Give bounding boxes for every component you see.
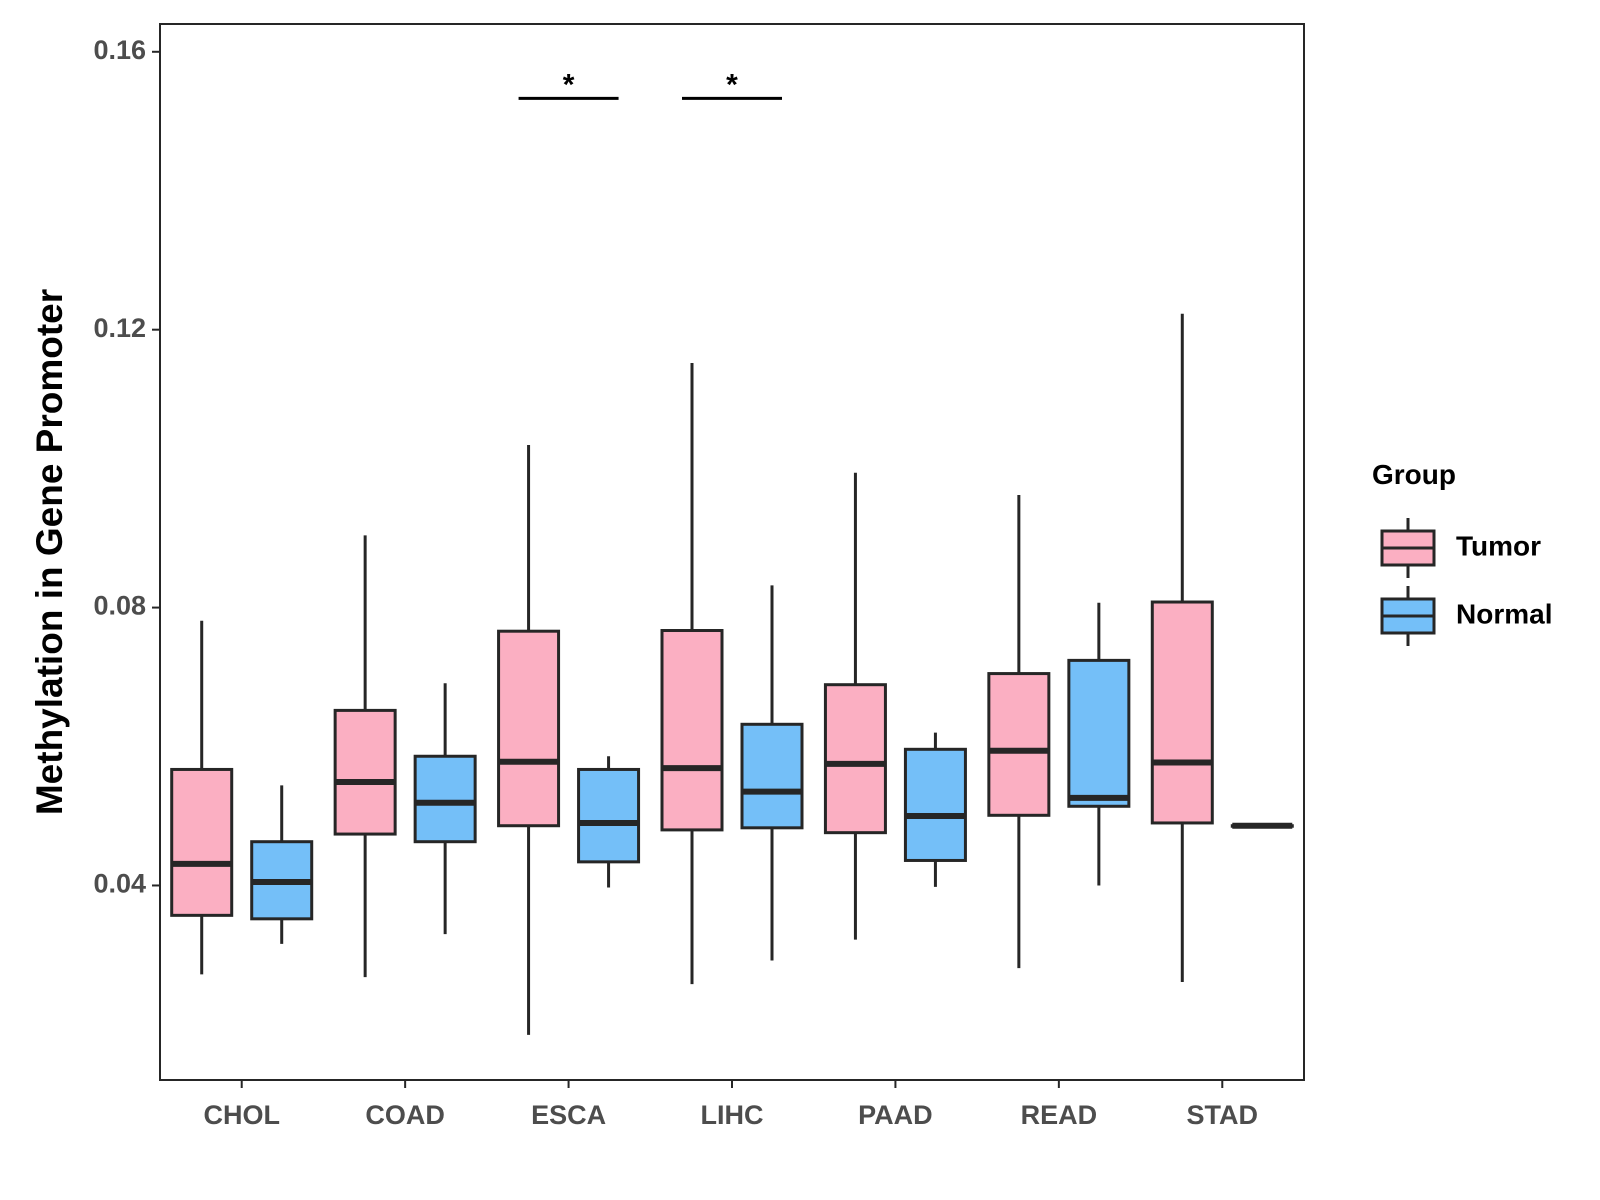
legend-title: Group — [1372, 459, 1456, 490]
box-tumor-chol — [170, 620, 234, 975]
box-body — [333, 708, 397, 836]
y-tick-label: 0.08 — [93, 591, 146, 621]
box-normal-chol — [250, 785, 314, 944]
box-tumor-esca — [497, 445, 561, 1035]
box-body — [577, 767, 641, 864]
box-body — [823, 683, 887, 835]
x-tick-label: CHOL — [203, 1100, 280, 1130]
x-tick-label: STAD — [1187, 1100, 1259, 1130]
box-normal-paad — [903, 732, 967, 887]
x-tick-label: COAD — [365, 1100, 445, 1130]
legend-key-normal — [1380, 586, 1436, 646]
box-body — [1067, 658, 1131, 808]
box-normal-stad — [1230, 822, 1294, 829]
legend-key-tumor — [1380, 518, 1436, 578]
legend-label-normal: Normal — [1456, 598, 1552, 629]
plot-panel — [159, 23, 1305, 1081]
box-body — [497, 629, 561, 828]
box-normal-esca — [577, 756, 641, 888]
box-tumor-lihc — [660, 363, 724, 985]
box-body — [740, 722, 804, 830]
significance-layer: * * — [518, 68, 782, 101]
y-tick-label: 0.04 — [93, 869, 146, 899]
x-tick-label: READ — [1021, 1100, 1098, 1130]
y-tick-label: 0.12 — [93, 313, 146, 343]
significance-star: * — [563, 68, 575, 101]
legend-label-tumor: Tumor — [1456, 530, 1541, 561]
box-tumor-paad — [823, 472, 887, 940]
box-body — [1150, 600, 1214, 825]
significance-star: * — [726, 68, 738, 101]
box-body — [413, 754, 477, 844]
box-tumor-coad — [333, 535, 397, 978]
x-tick-label: PAAD — [858, 1100, 933, 1130]
y-tick-label: 0.16 — [93, 35, 146, 65]
box-body — [903, 747, 967, 862]
x-axis: CHOL COAD ESCA LIHC PAAD READ STAD — [203, 1080, 1258, 1130]
box-tumor-read — [987, 495, 1051, 969]
legend: Group Tumor Normal — [1372, 459, 1552, 646]
x-tick-label: ESCA — [531, 1100, 606, 1130]
box-body — [170, 767, 234, 917]
y-axis-title: Methylation in Gene Promoter — [29, 289, 70, 815]
x-tick-label: LIHC — [701, 1100, 764, 1130]
boxes-layer — [170, 313, 1294, 1035]
y-axis: 0.04 0.08 0.12 0.16 — [93, 35, 160, 899]
box-normal-coad — [413, 683, 477, 935]
box-body — [987, 672, 1051, 817]
box-body — [660, 629, 724, 832]
box-tumor-stad — [1150, 313, 1214, 983]
box-normal-lihc — [740, 585, 804, 961]
box-normal-read — [1067, 602, 1131, 886]
